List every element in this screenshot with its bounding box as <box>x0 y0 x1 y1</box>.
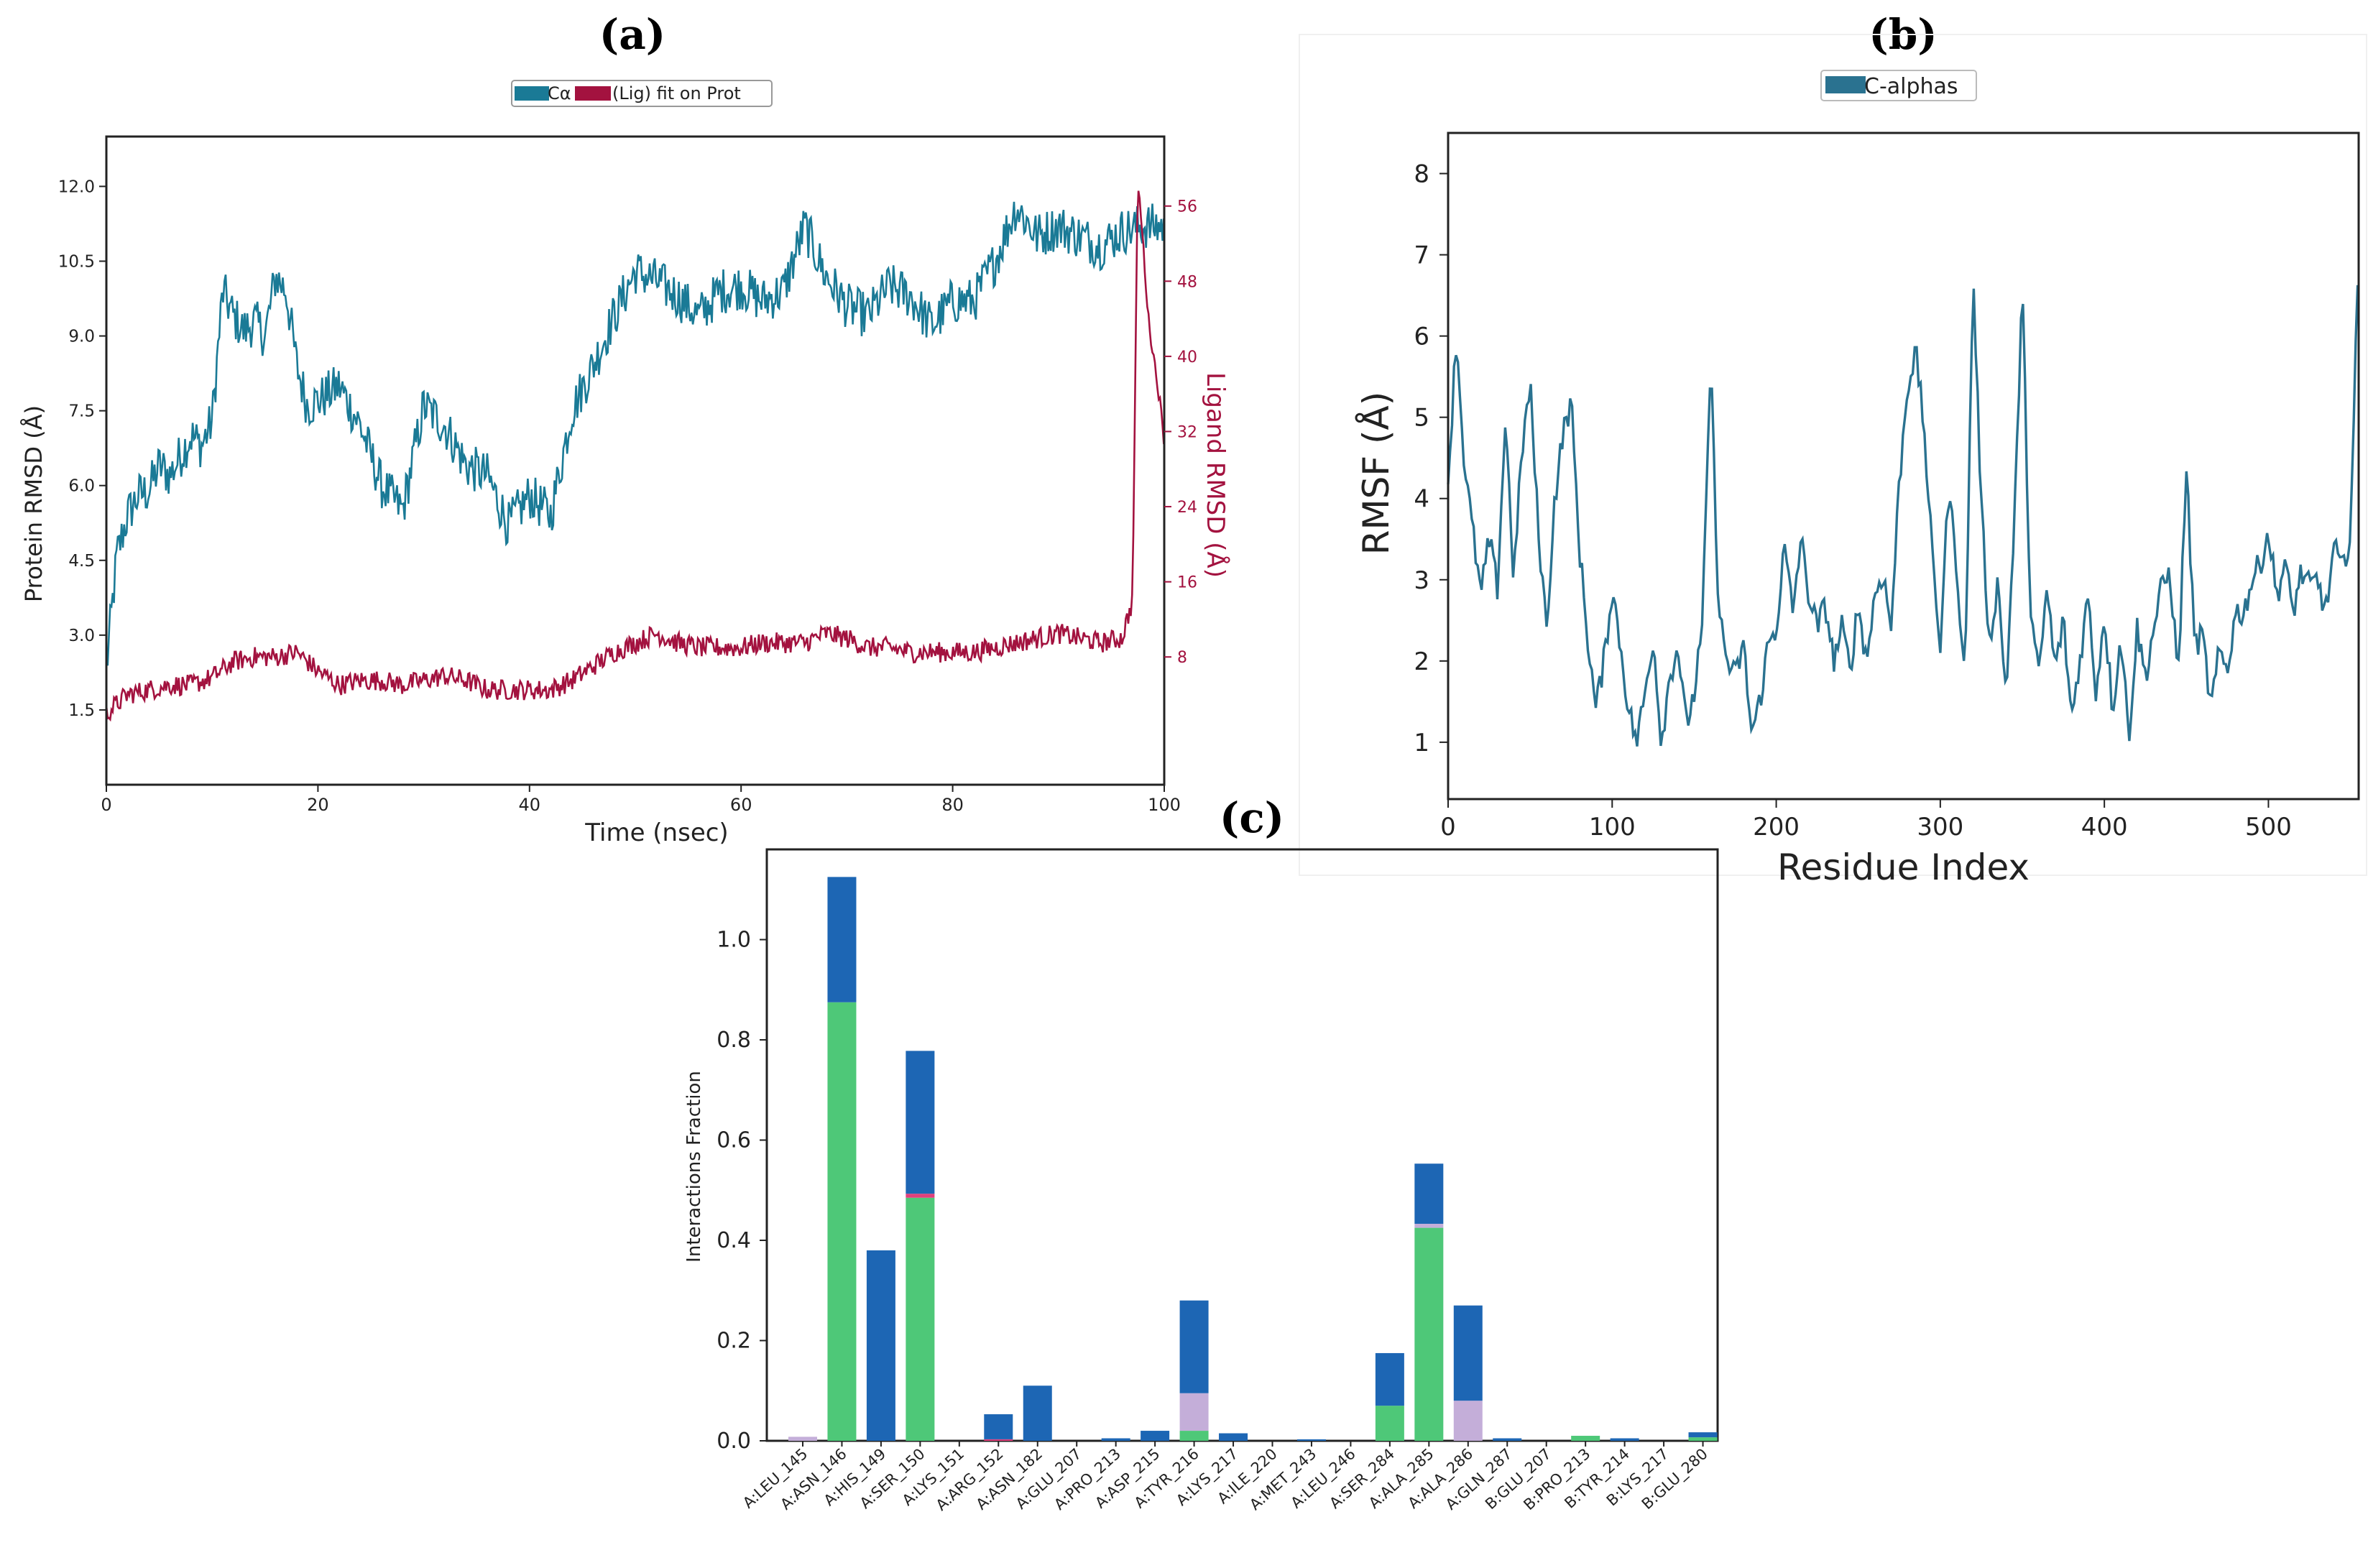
legend-a-label-protein: Cα <box>548 83 571 103</box>
y-tick-label-a: 6.0 <box>68 477 95 496</box>
y-tick-label-a: 4.5 <box>68 552 95 571</box>
x-tick-label-a: 60 <box>730 795 752 815</box>
series-rmsf-line <box>1447 285 2359 747</box>
plot-a-frame <box>105 135 1166 786</box>
y-tick-label-b: 8 <box>1414 160 1429 189</box>
bar-blue-A-SER_150 <box>906 1051 935 1194</box>
y-tick-label-a: 12.0 <box>58 177 95 196</box>
y-tick-label-b: 5 <box>1414 404 1429 433</box>
y2-axis-label-a: Ligand RMSD (Å) <box>1201 372 1230 578</box>
bar-green-A-TYR_216 <box>1179 1431 1209 1441</box>
x-axis-label-a: Time (nsec) <box>584 818 728 847</box>
x-tick-label-a: 100 <box>1148 795 1181 815</box>
y-tick-label-a: 1.5 <box>68 701 95 720</box>
bar-green-A-SER_150 <box>906 1197 935 1441</box>
bar-green-B-PRO_213 <box>1571 1436 1600 1441</box>
bar-lavender-A-TYR_216 <box>1179 1393 1209 1431</box>
x-tick-label-a: 0 <box>101 795 111 815</box>
bar-green-A-SER_284 <box>1375 1406 1404 1441</box>
chart-c: A:LEU_145A:ASN_146A:HIS_149A:SER_150A:LY… <box>683 848 1719 1515</box>
x-tick-label-b: 300 <box>1917 813 1963 841</box>
bar-blue-A-ASN_182 <box>1023 1385 1052 1441</box>
bar-blue-A-ALA_285 <box>1414 1163 1444 1225</box>
y-axis-label-c: Interactions Fraction <box>683 1071 705 1263</box>
legend-b: C-alphas <box>1820 70 1977 101</box>
panel-letter-a: (a) <box>599 10 665 59</box>
bar-blue-A-ASP_215 <box>1141 1431 1170 1441</box>
bar-pink-A-SER_150 <box>906 1194 935 1198</box>
y2-tick-label-a: 32 <box>1177 423 1197 441</box>
legend-a-swatch-protein <box>515 86 549 101</box>
x-tick-label-b: 100 <box>1589 813 1636 841</box>
y-tick-label-a: 9.0 <box>68 328 95 346</box>
panel-letter-c: (c) <box>1220 793 1284 842</box>
bar-blue-A-ARG_152 <box>984 1414 1013 1439</box>
chart-a: Cα (Lig) fit on Prot 0 20 40 60 80 100 1.5 3.0 4.5… <box>20 80 1230 847</box>
y-tick-label-c: 0.8 <box>717 1028 751 1053</box>
panel-b-frame <box>1299 34 2367 876</box>
y-tick-label-c: 0.6 <box>717 1128 751 1153</box>
x-tick-label-b: 200 <box>1753 813 1800 841</box>
bar-blue-A-PRO_213 <box>1101 1438 1130 1441</box>
bar-blue-A-SER_284 <box>1375 1352 1404 1406</box>
bar-blue-A-ALA_286 <box>1453 1305 1483 1401</box>
y-axis-label-b: RMSF (Å) <box>1355 392 1397 555</box>
bar-blue-A-MET_243 <box>1296 1439 1326 1441</box>
x-tick-label-b: 500 <box>2245 813 2292 841</box>
y-tick-label-b: 2 <box>1414 647 1429 676</box>
bar-green-B-GLU_280 <box>1688 1437 1718 1441</box>
bar-blue-B-TYR_214 <box>1610 1438 1639 1441</box>
legend-b-swatch <box>1825 76 1866 93</box>
y-tick-label-c: 1.0 <box>717 928 751 953</box>
bar-blue-A-GLN_287 <box>1493 1438 1522 1441</box>
bar-green-A-ASN_146 <box>827 1002 857 1441</box>
bar-green-A-ALA_285 <box>1414 1227 1444 1441</box>
y-tick-label-b: 1 <box>1414 729 1429 757</box>
bar-blue-A-TYR_216 <box>1179 1300 1209 1393</box>
y2-tick-label-a: 40 <box>1177 349 1197 366</box>
y-tick-label-a: 10.5 <box>58 252 95 271</box>
y2-tick-label-a: 16 <box>1177 574 1197 592</box>
legend-a-swatch-ligand <box>575 86 611 101</box>
y-tick-label-a: 7.5 <box>68 402 95 421</box>
bar-blue-B-GLU_280 <box>1688 1432 1718 1438</box>
bar-lavender-A-LEU_145 <box>788 1436 817 1441</box>
x-tick-label-a: 20 <box>307 795 329 815</box>
y-tick-label-b: 3 <box>1414 566 1429 595</box>
legend-a-label-ligand: (Lig) fit on Prot <box>612 83 741 103</box>
bar-lavender-A-ALA_286 <box>1453 1401 1483 1441</box>
x-tick-label-a: 80 <box>941 795 964 815</box>
x-tick-label-a: 40 <box>519 795 541 815</box>
x-tick-label-b: 400 <box>2081 813 2128 841</box>
series-protein-rmsd-line <box>105 201 1165 666</box>
y-tick-label-c: 0.2 <box>717 1329 751 1354</box>
bar-blue-A-ASN_146 <box>827 877 857 1002</box>
bar-blue-A-HIS_149 <box>866 1250 895 1441</box>
y-tick-label-b: 7 <box>1414 241 1429 270</box>
legend-a: Cα (Lig) fit on Prot <box>511 80 773 107</box>
bar-lavender-A-ALA_285 <box>1414 1224 1444 1228</box>
bar-pink-A-ARG_152 <box>984 1439 1013 1441</box>
chart-b: C-alphas 0 100 200 300 400 500 1 2 3 4 5 6 7 8 Residue … <box>1355 70 2360 888</box>
series-ligand-rmsd-line <box>105 190 1165 722</box>
y-axis-label-a: Protein RMSD (Å) <box>20 405 47 602</box>
plot-b-frame <box>1447 132 2360 801</box>
y2-tick-label-a: 56 <box>1177 198 1197 216</box>
legend-b-label: C-alphas <box>1864 74 1958 99</box>
y-tick-label-a: 3.0 <box>68 627 95 645</box>
y-tick-label-b: 6 <box>1414 323 1429 351</box>
y-tick-label-c: 0.4 <box>717 1228 751 1253</box>
y2-tick-label-a: 24 <box>1177 499 1197 517</box>
x-axis-label-b: Residue Index <box>1777 847 2030 888</box>
x-tick-label-b: 0 <box>1440 813 1456 841</box>
y2-tick-label-a: 48 <box>1177 273 1197 291</box>
bar-blue-A-LYS_217 <box>1219 1433 1248 1441</box>
y2-tick-label-a: 8 <box>1177 649 1187 667</box>
y-tick-label-b: 4 <box>1414 485 1429 514</box>
y-tick-label-c: 0.0 <box>717 1429 751 1454</box>
